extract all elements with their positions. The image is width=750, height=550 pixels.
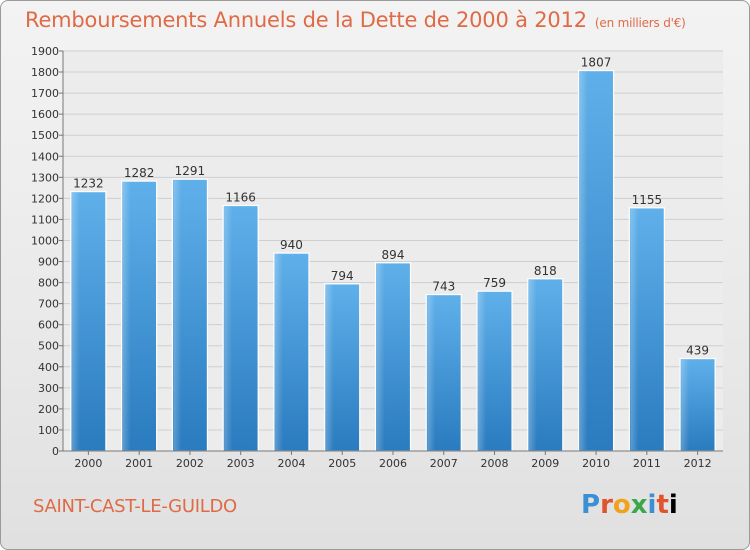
data-label: 894 xyxy=(382,248,405,262)
x-tick-label: 2001 xyxy=(125,457,153,470)
y-tick-label: 1300 xyxy=(31,171,59,184)
bar-highlight xyxy=(224,206,233,450)
logo-letter: o xyxy=(612,490,631,520)
commune-name: SAINT-CAST-LE-GUILDO xyxy=(33,496,237,517)
bar-highlight xyxy=(274,254,283,450)
logo-letter: i xyxy=(647,490,657,520)
y-tick-label: 1900 xyxy=(31,45,59,58)
x-tick-label: 2004 xyxy=(277,457,305,470)
y-tick-label: 100 xyxy=(38,424,59,437)
x-tick-label: 2012 xyxy=(684,457,712,470)
x-tick-label: 2005 xyxy=(328,457,356,470)
data-label: 1232 xyxy=(73,177,104,191)
data-label: 1807 xyxy=(581,56,612,70)
y-tick-label: 0 xyxy=(52,445,59,458)
bar-highlight xyxy=(528,279,537,450)
data-label: 439 xyxy=(686,344,709,358)
logo-letter: t xyxy=(656,490,669,520)
y-tick-label: 1500 xyxy=(31,129,59,142)
bar-highlight xyxy=(325,284,334,450)
y-tick-label: 800 xyxy=(38,277,59,290)
logo-letter: i xyxy=(668,490,678,520)
x-tick-label: 2003 xyxy=(227,457,255,470)
bars: 1232 1282 1291 1166 940 794 894 743 759 818 1807 11… xyxy=(70,56,716,452)
y-tick-label: 200 xyxy=(38,403,59,416)
logo-letter: x xyxy=(630,490,648,520)
y-tick-label: 700 xyxy=(38,298,59,311)
data-label: 1155 xyxy=(632,193,663,207)
data-label: 818 xyxy=(534,264,557,278)
y-tick-label: 400 xyxy=(38,361,59,374)
data-label: 1166 xyxy=(225,191,256,205)
logo-letter: P xyxy=(581,490,601,520)
bar-highlight xyxy=(173,180,182,451)
y-tick-label: 900 xyxy=(38,256,59,269)
y-tick-label: 1400 xyxy=(31,150,59,163)
logo-letter: r xyxy=(600,490,613,520)
y-tick-label: 600 xyxy=(38,319,59,332)
data-label: 1291 xyxy=(175,164,206,178)
y-tick-label: 1000 xyxy=(31,234,59,247)
y-tick-label: 1800 xyxy=(31,66,59,79)
y-tick-label: 1100 xyxy=(31,213,59,226)
data-label: 759 xyxy=(483,276,506,290)
y-tick-label: 1700 xyxy=(31,87,59,100)
data-label: 794 xyxy=(331,269,354,283)
bar-highlight xyxy=(579,71,588,450)
chart-title-text: Remboursements Annuels de la Dette de 20… xyxy=(25,8,587,32)
y-tick-label: 1200 xyxy=(31,192,59,205)
x-tick-label: 2006 xyxy=(379,457,407,470)
x-tick-label: 2000 xyxy=(74,457,102,470)
y-tick-label: 300 xyxy=(38,382,59,395)
y-tick-label: 1600 xyxy=(31,108,59,121)
x-axis: 2000 2001 2002 2003 2004 2005 2006 2007 2008 2009… xyxy=(63,450,723,470)
bar-highlight xyxy=(122,182,131,450)
x-tick-label: 2008 xyxy=(481,457,509,470)
x-tick-label: 2010 xyxy=(582,457,610,470)
x-tick-label: 2009 xyxy=(531,457,559,470)
bar-highlight xyxy=(376,263,385,450)
chart-title: Remboursements Annuels de la Dette de 20… xyxy=(25,8,686,32)
bar-highlight xyxy=(681,359,690,450)
bar-highlight xyxy=(630,208,639,450)
data-label: 1282 xyxy=(124,166,155,180)
bar-highlight xyxy=(478,292,487,450)
proxiti-logo: Proxiti xyxy=(581,490,678,520)
x-tick-label: 2002 xyxy=(176,457,204,470)
bar-highlight xyxy=(427,295,436,450)
x-tick-label: 2011 xyxy=(633,457,661,470)
chart-subtitle: (en milliers d'€) xyxy=(594,16,686,30)
data-label: 743 xyxy=(432,280,455,294)
y-axis: 0 100 200 300 400 500 600 700 800 900 1000 1100 1200… xyxy=(31,45,64,458)
x-tick-label: 2007 xyxy=(430,457,458,470)
data-label: 940 xyxy=(280,238,303,252)
bar-highlight xyxy=(71,192,80,450)
y-tick-label: 500 xyxy=(38,340,59,353)
